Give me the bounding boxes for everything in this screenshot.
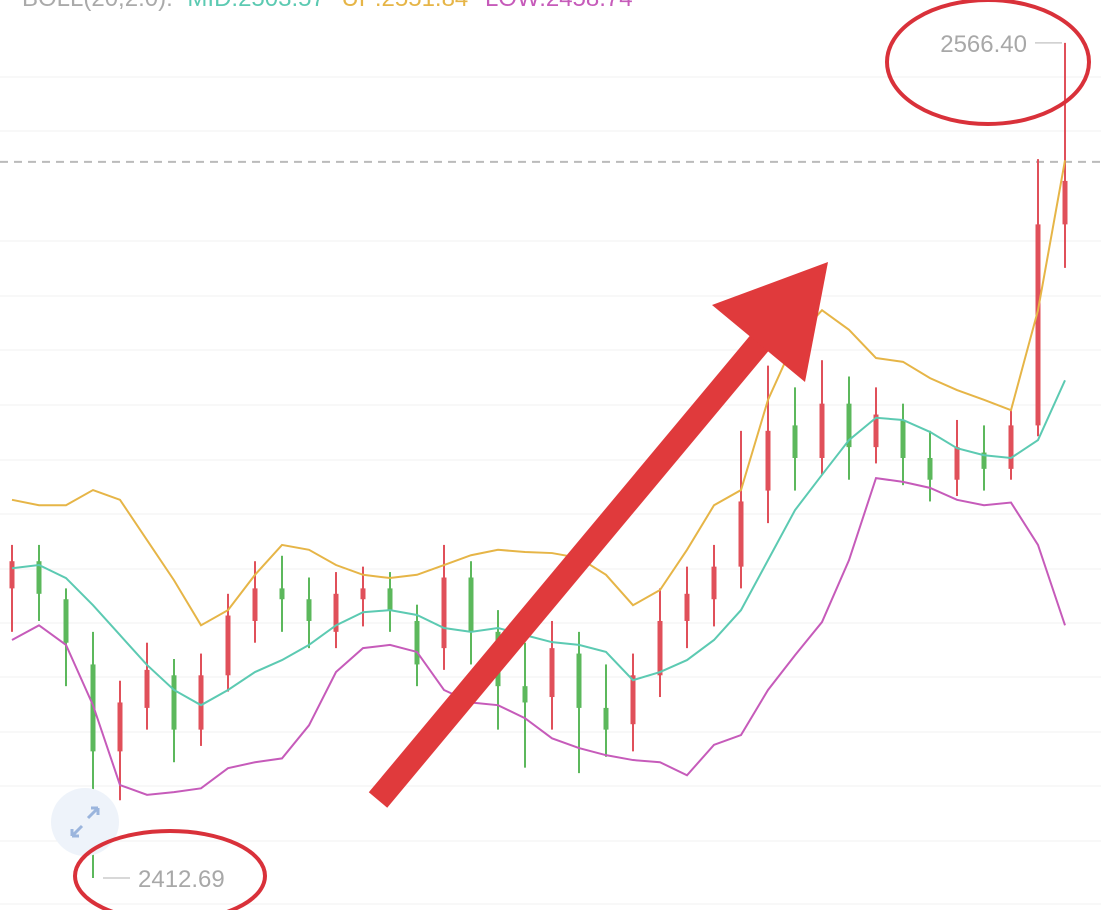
bollinger-band [11, 476, 1066, 796]
arrow-shaft [368, 332, 772, 808]
candle-body [657, 620, 663, 676]
candle-body [927, 457, 933, 480]
candle-body [603, 707, 609, 730]
highlight-circle [885, 0, 1091, 126]
candle-body [738, 501, 744, 567]
candle-body [252, 588, 258, 621]
candle-body [279, 588, 285, 600]
candle-body [171, 675, 177, 730]
candle-body [414, 620, 420, 665]
indicator-up: UP:2551.84 [342, 0, 469, 12]
candle-body [711, 566, 717, 600]
plot: 2566.40 2412.69 [0, 31, 1101, 893]
candle-body [36, 561, 42, 594]
candle-body [225, 615, 231, 676]
arrow-head [712, 262, 828, 382]
grid [0, 76, 1101, 905]
candle-body [981, 452, 987, 469]
candle-body [900, 419, 906, 458]
candle-body [333, 593, 339, 632]
candle-body [63, 599, 69, 643]
indicator-header: BOLL(20,2.0): MID:2503.57 UP:2551.84 LOW… [22, 0, 633, 12]
indicator-mid: MID:2503.57 [187, 0, 324, 12]
expand-icon [70, 806, 100, 838]
highlight-circle [73, 829, 267, 910]
candle-body [792, 425, 798, 458]
expand-button[interactable] [51, 788, 119, 856]
candle-body [522, 686, 528, 703]
candle-body [1062, 180, 1068, 225]
candle-body [576, 653, 582, 708]
candle-body [144, 669, 150, 708]
candle-body [306, 599, 312, 621]
bollinger-band [11, 160, 1066, 627]
annotation-label: 2412.69 [138, 866, 225, 893]
candle-body [846, 403, 852, 448]
annotation-label: 2566.40 [940, 31, 1027, 58]
candle-body [198, 675, 204, 730]
indicator-low: LOW:2458.74 [485, 0, 633, 12]
candle-body [387, 588, 393, 611]
candle-body [1035, 224, 1041, 426]
candle-body [1008, 425, 1014, 469]
overlay [51, 0, 1091, 910]
candle-body [117, 702, 123, 752]
indicator-label: BOLL(20,2.0): [22, 0, 173, 12]
bollinger-band [11, 379, 1066, 707]
candle-body [954, 447, 960, 480]
candle-body [468, 577, 474, 632]
candle-body [684, 593, 690, 621]
candle-body [630, 675, 636, 725]
candle-body [873, 414, 879, 448]
candle-body [819, 403, 825, 458]
candle-body [765, 430, 771, 491]
candle-body [549, 648, 555, 698]
candle-body [9, 561, 15, 589]
candle-body [441, 577, 447, 649]
candle-body [360, 588, 366, 600]
